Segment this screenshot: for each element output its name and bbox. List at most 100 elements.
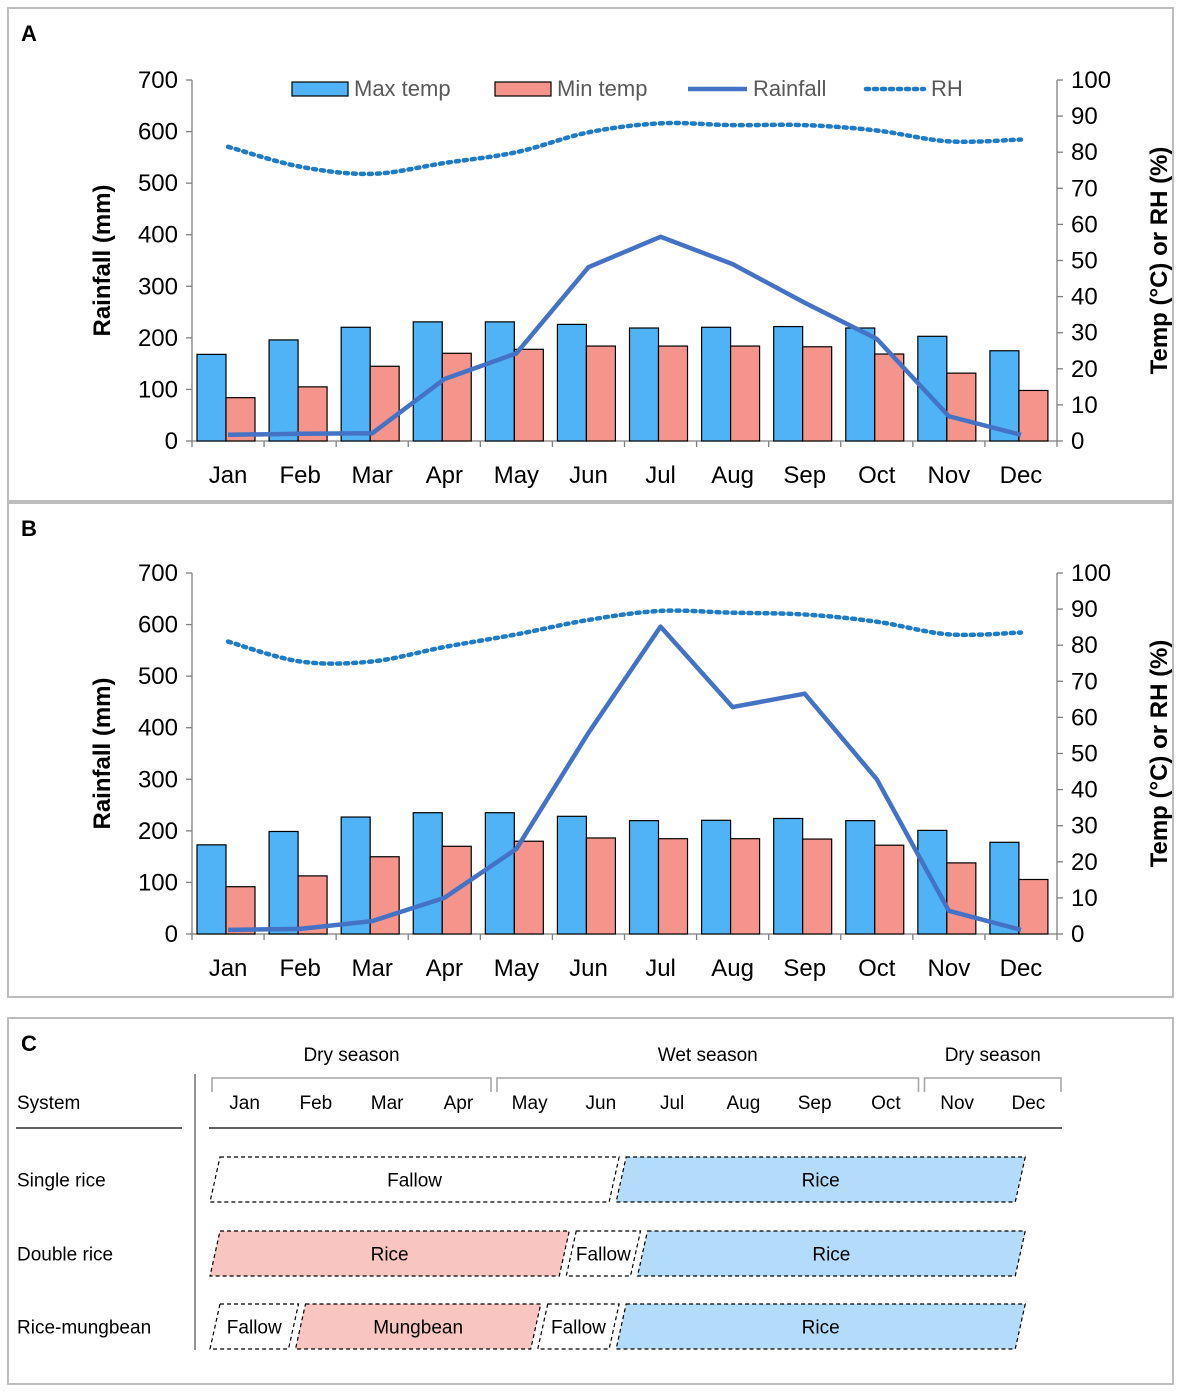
min-temp-bar [1018,878,1049,935]
crop-block-label: Rice [812,1245,850,1266]
left-tick-label: 500 [138,170,178,197]
x-tick-label: May [494,955,539,982]
max-temp-bar [412,812,443,935]
calendar-month-label: Mar [371,1093,404,1114]
rh-line [225,608,1024,666]
left-axis-title: Rainfall (mm) [89,677,116,829]
min-temp-bar [802,838,833,935]
left-tick-label: 0 [165,428,178,455]
left-tick-label: 300 [138,766,178,793]
min-temp-bar [585,837,617,935]
legend-max-temp-swatch [291,81,349,97]
x-tick-label: Jul [645,462,676,489]
x-tick-label: Jan [209,462,248,489]
right-tick-label: 0 [1071,428,1084,455]
x-tick-label: Dec [1000,955,1043,982]
crop-block-label: Mungbean [373,1318,463,1339]
x-tick-label: Jan [209,955,248,982]
season-label: Wet season [658,1045,758,1066]
crop-block [209,1230,570,1277]
system-label: Double rice [17,1245,113,1266]
x-tick-label: Sep [783,955,826,982]
season-bracket [496,1077,920,1092]
left-tick-label: 500 [138,663,178,690]
system-label: Rice-mungbean [17,1318,151,1339]
crop-block [209,1156,620,1203]
x-tick-label: Jul [645,955,676,982]
right-tick-label: 60 [1071,211,1098,238]
min-temp-bar [225,886,256,935]
right-tick-label: 70 [1071,668,1098,695]
calendar-month-label: Apr [444,1093,474,1114]
legend-min-temp-swatch [494,81,552,97]
right-tick-label: 10 [1071,392,1098,419]
max-temp-bar [556,323,588,442]
x-tick-label: Dec [1000,462,1043,489]
calendar-month-label: Nov [940,1093,974,1114]
right-tick-label: 50 [1071,248,1098,275]
min-temp-bar [585,345,617,442]
left-tick-label: 700 [138,560,178,587]
max-temp-bar [773,325,804,442]
crop-block-label: Fallow [551,1318,606,1339]
max-temp-bar [700,819,732,935]
right-tick-label: 80 [1071,139,1098,166]
legend-min-temp-label: Min temp [557,76,647,101]
min-temp-bar [513,348,544,442]
right-tick-label: 10 [1071,885,1098,912]
season-label: Dry season [303,1045,399,1066]
left-tick-label: 200 [138,818,178,845]
legend: Max temp Min temp Rainfall RH [291,76,963,101]
legend-max-temp-label: Max temp [354,76,451,101]
max-temp-bar [628,820,660,935]
right-tick-label: 80 [1071,632,1098,659]
crop-block-label: Fallow [227,1318,282,1339]
crop-block-label: Fallow [576,1245,631,1266]
right-tick-label: 30 [1071,813,1098,840]
min-temp-bar [513,840,544,935]
min-temp-bar [1018,389,1049,442]
calendar-month-label: Jun [586,1093,617,1114]
x-tick-label: Apr [426,462,463,489]
rh-line [225,120,1024,177]
x-tick-label: Feb [279,462,320,489]
x-tick-label: Jun [569,462,608,489]
crop-block-label: Fallow [387,1171,442,1192]
x-tick-label: Feb [279,955,320,982]
min-temp-bar [657,838,689,935]
crop-block [209,1303,300,1350]
crop-block [615,1156,1026,1203]
left-tick-label: 600 [138,612,178,639]
calendar-month-label: Jan [229,1093,260,1114]
calendar-month-label: Jul [660,1093,684,1114]
left-tick-label: 0 [165,921,178,948]
max-temp-bar [340,326,371,442]
rainfall-line [228,624,1022,933]
x-tick-label: Apr [426,955,463,982]
min-temp-bar [946,372,977,442]
calendar-month-label: Dec [1011,1093,1045,1114]
left-tick-label: 200 [138,325,178,352]
x-tick-label: Nov [928,955,971,982]
x-tick-label: Sep [783,462,826,489]
crop-block [294,1303,542,1350]
max-temp-bar [268,830,299,935]
left-tick-label: 700 [138,67,178,94]
x-tick-label: Aug [711,462,754,489]
left-tick-label: 400 [138,222,178,249]
max-temp-bar [845,327,876,442]
x-tick-label: Oct [858,462,896,489]
season-label: Dry season [945,1045,1041,1066]
x-tick-label: Mar [352,462,393,489]
legend-rainfall-label: Rainfall [753,76,826,101]
min-temp-bar [874,844,905,935]
x-tick-label: Aug [711,955,754,982]
right-tick-label: 100 [1071,67,1111,94]
crop-block [537,1303,620,1350]
crop-block [615,1303,1026,1350]
right-tick-label: 60 [1071,704,1098,731]
left-tick-label: 600 [138,119,178,146]
left-axis-title: Rainfall (mm) [89,184,116,336]
